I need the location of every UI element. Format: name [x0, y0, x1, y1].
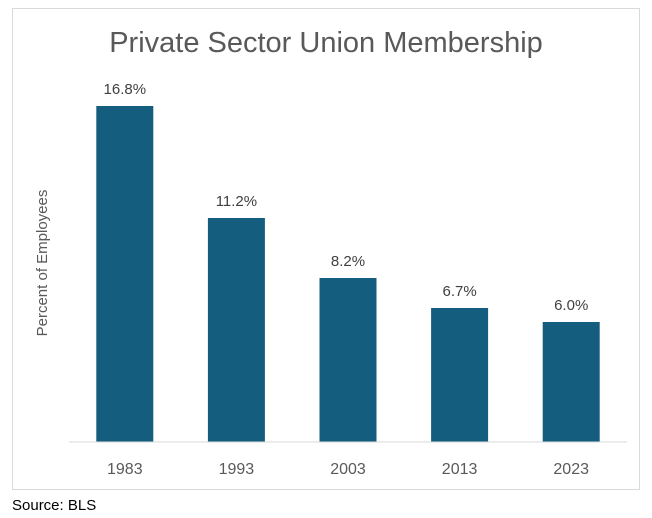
data-label-2013: 6.7% [442, 283, 476, 300]
bars-group: 16.8% 1983 11.2% 1993 8.2% 2003 6.7% 2013 6.0% 20… [96, 81, 600, 478]
x-tick-label-1993: 1993 [219, 461, 255, 478]
bar-2013 [431, 308, 489, 442]
x-tick-label-2023: 2023 [553, 461, 589, 478]
y-axis-label: Percent of Employees [34, 190, 51, 337]
data-label-1993: 11.2% [216, 193, 257, 210]
data-label-1983: 16.8% [104, 81, 147, 98]
chart-title: Private Sector Union Membership [109, 27, 543, 59]
x-tick-label-2003: 2003 [330, 461, 366, 478]
bar-1993 [207, 218, 265, 442]
data-label-2003: 8.2% [331, 253, 365, 270]
source-note: Source: BLS [12, 497, 97, 514]
bar-1983 [96, 106, 154, 442]
bar-2023 [542, 322, 600, 442]
x-tick-label-2013: 2013 [442, 461, 478, 478]
data-label-2023: 6.0% [554, 297, 588, 314]
x-tick-label-1983: 1983 [107, 461, 143, 478]
bar-2003 [319, 278, 377, 442]
